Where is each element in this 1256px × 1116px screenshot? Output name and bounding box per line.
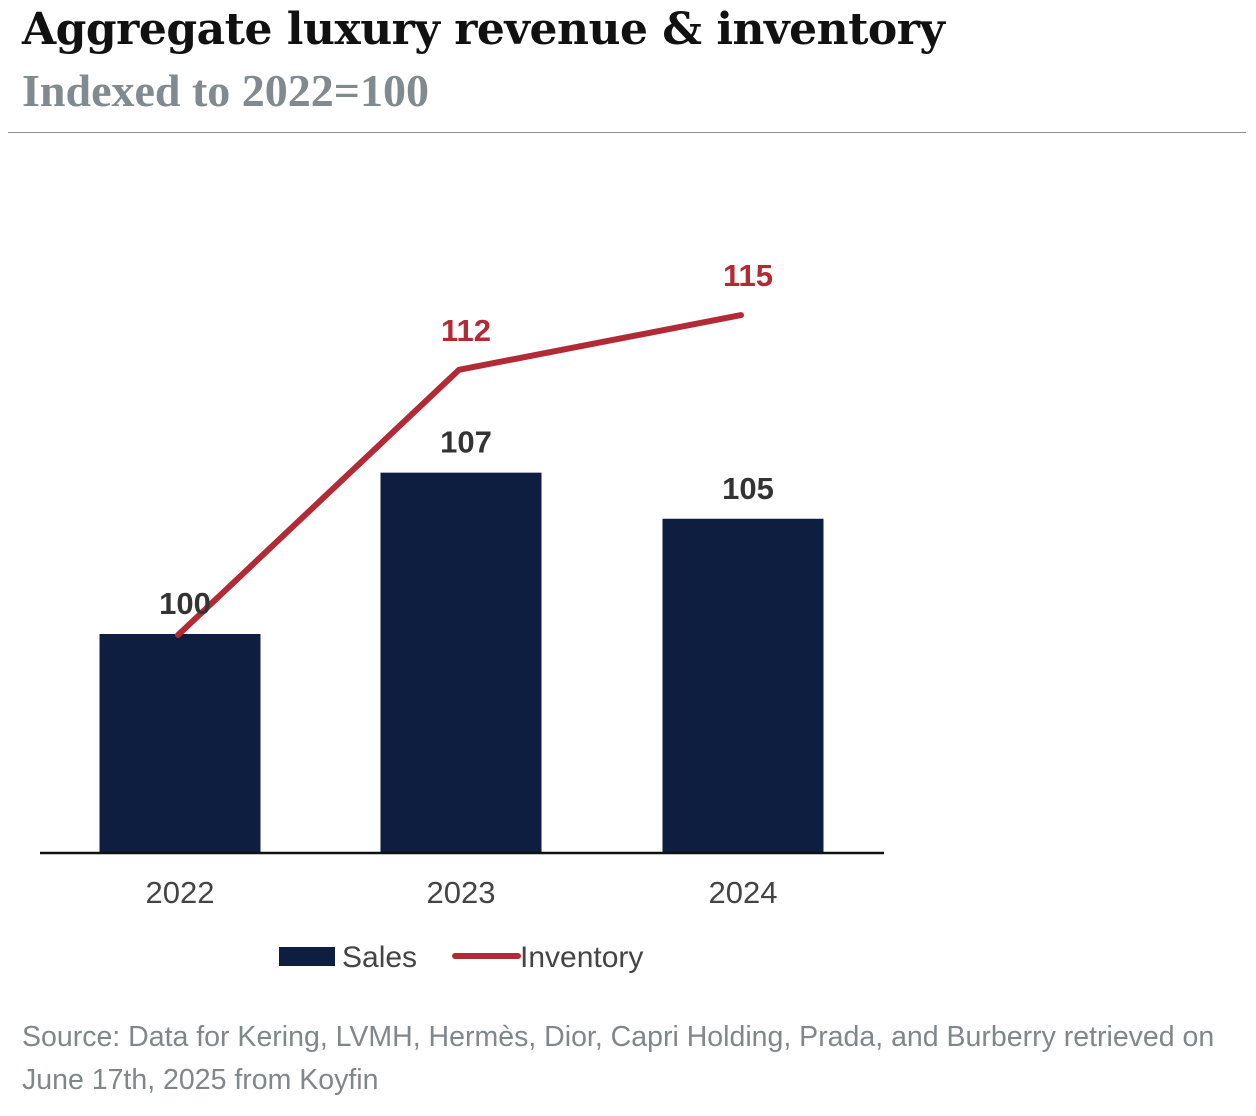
sales-bar-2024: [662, 518, 824, 853]
inventory-label-2023: 112: [441, 313, 491, 348]
title-divider: [8, 132, 1246, 133]
x-tick-2024: 2024: [709, 875, 778, 910]
x-tick-2023: 2023: [427, 875, 496, 910]
sales-label-2023: 107: [440, 425, 492, 460]
legend: Sales Inventory: [279, 941, 643, 974]
legend-sales-swatch: [279, 947, 335, 966]
inventory-label-2024: 115: [723, 258, 773, 293]
legend-sales-label: Sales: [342, 941, 417, 974]
chart-canvas: 100 107 105 112 115 2022 2023 2024 Sales Inve…: [40, 258, 884, 974]
sales-bar-2022: [99, 634, 261, 853]
sales-labels-group: 100 107 105: [159, 425, 774, 621]
sales-label-2022: 100: [159, 586, 211, 621]
x-tick-labels-group: 2022 2023 2024: [146, 875, 778, 910]
x-tick-2022: 2022: [146, 875, 215, 910]
inventory-line-group: [175, 312, 744, 638]
chart-title: Aggregate luxury revenue & inventory: [22, 4, 945, 55]
sales-label-2024: 105: [722, 471, 774, 506]
legend-inventory-label: Inventory: [520, 941, 643, 974]
inventory-labels-group: 112 115: [441, 258, 773, 348]
chart-subtitle: Indexed to 2022=100: [22, 65, 430, 116]
source-note: Source: Data for Kering, LVMH, Hermès, D…: [22, 1021, 1215, 1096]
sales-bar-2023: [380, 472, 542, 853]
bars-group: [99, 472, 824, 853]
